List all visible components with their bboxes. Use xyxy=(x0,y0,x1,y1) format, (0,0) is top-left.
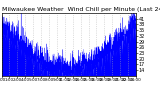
Text: Milwaukee Weather  Wind Chill per Minute (Last 24 Hours): Milwaukee Weather Wind Chill per Minute … xyxy=(2,7,160,12)
